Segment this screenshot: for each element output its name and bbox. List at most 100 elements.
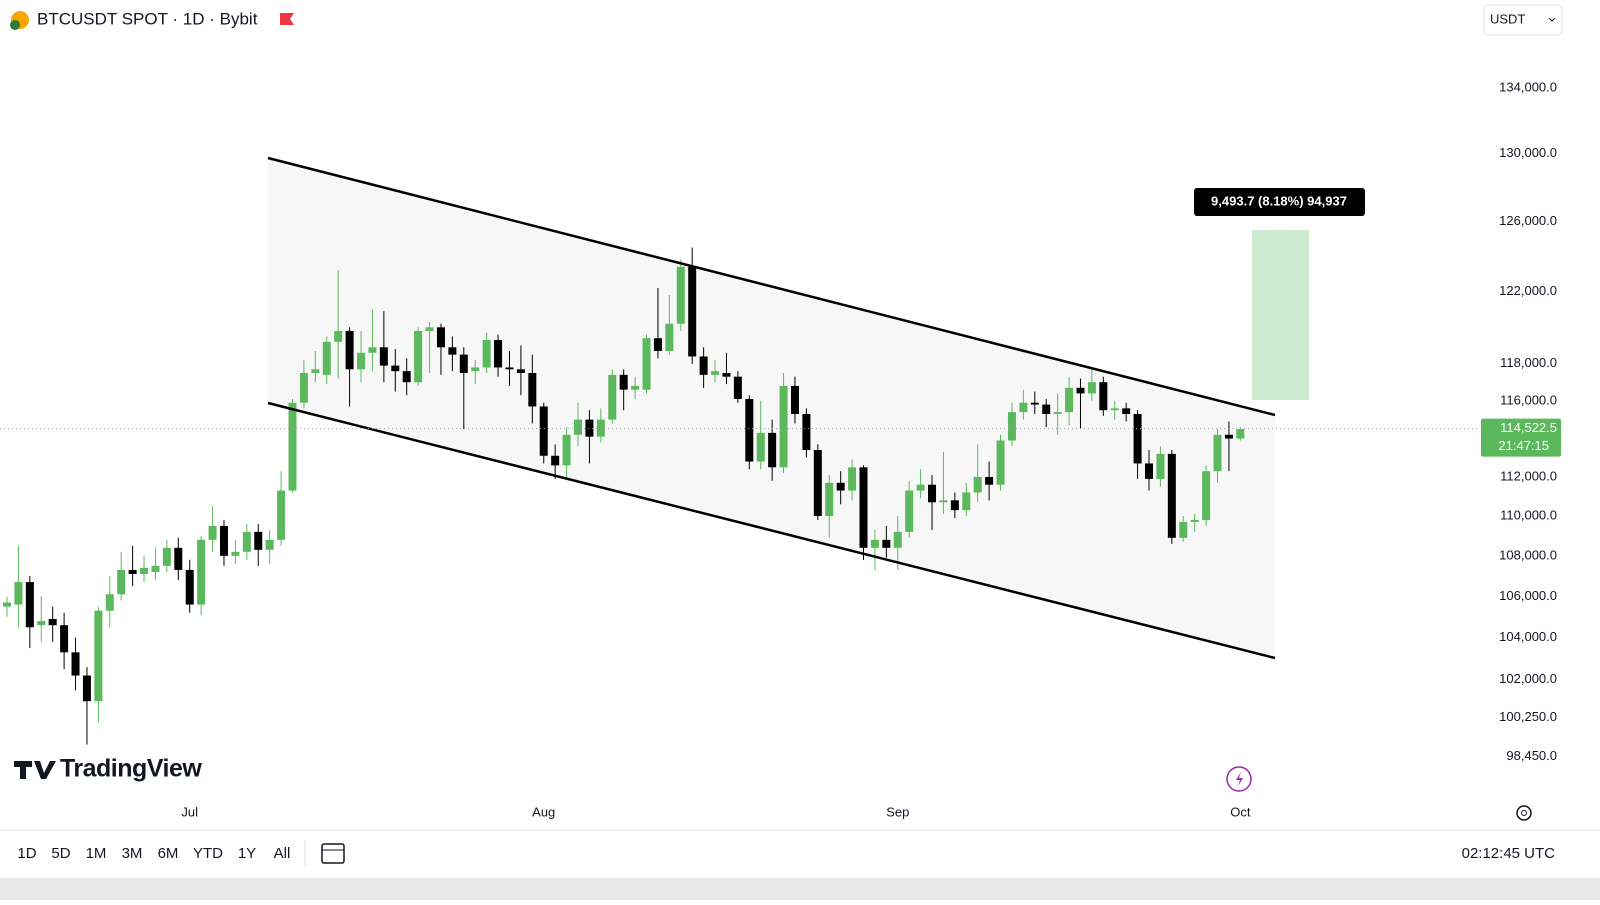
- range-button[interactable]: 1M: [86, 845, 107, 862]
- range-button[interactable]: YTD: [193, 845, 223, 862]
- lightning-bolt: [1236, 772, 1243, 786]
- candle-body: [985, 476, 994, 485]
- candle-body: [1133, 413, 1142, 464]
- candle-body: [471, 367, 480, 372]
- candle-body: [642, 338, 651, 390]
- candle-body: [1030, 402, 1039, 405]
- goto-date-icon[interactable]: [321, 843, 345, 864]
- candle-body: [162, 547, 171, 566]
- countdown: 21:47:15: [1498, 438, 1549, 453]
- candle-body: [1099, 382, 1108, 411]
- range-button[interactable]: 5D: [51, 845, 70, 862]
- clock[interactable]: 02:12:45 UTC: [1462, 845, 1556, 862]
- candle-body: [859, 467, 868, 548]
- candle-body: [516, 369, 525, 373]
- candle-body: [482, 340, 491, 368]
- candle-body: [973, 476, 982, 493]
- currency-select[interactable]: [1483, 4, 1563, 36]
- y-tick-label: 110,000.0: [1500, 507, 1557, 522]
- candle-body: [105, 594, 114, 611]
- candle-body: [48, 618, 57, 626]
- y-tick-label: 106,000.0: [1499, 588, 1557, 603]
- candle-body: [1156, 453, 1165, 479]
- candle-body: [1053, 412, 1062, 414]
- candle-body: [745, 398, 754, 462]
- y-tick-label: 126,000.0: [1499, 213, 1557, 228]
- range-button[interactable]: All: [274, 845, 291, 862]
- candle-body: [379, 347, 388, 366]
- channel-upper: [267, 156, 1276, 417]
- range-button[interactable]: 1Y: [238, 845, 256, 862]
- candle-body: [425, 327, 434, 331]
- candle-body: [37, 621, 46, 626]
- candle-body: [562, 434, 571, 466]
- candle-body: [619, 374, 628, 390]
- candle-body: [688, 266, 697, 357]
- candle-body: [551, 455, 560, 466]
- candle-body: [1145, 463, 1153, 479]
- candle-body: [277, 490, 286, 540]
- range-button[interactable]: 3M: [122, 845, 143, 862]
- candle-body: [71, 652, 80, 676]
- y-tick-label: 130,000.0: [1499, 145, 1557, 160]
- x-tick-label: Oct: [1230, 804, 1251, 819]
- range-button[interactable]: 6M: [158, 845, 179, 862]
- candle-body: [962, 492, 971, 511]
- measure-box: [1252, 230, 1309, 400]
- range-button[interactable]: 1D: [17, 845, 36, 862]
- candle-body: [1042, 404, 1051, 414]
- symbol-title: BTCUSDT SPOT · 1D · Bybit: [37, 9, 258, 28]
- last-price-label: 114,522.5: [1500, 420, 1557, 435]
- candle-body: [505, 367, 514, 370]
- candle-body: [733, 376, 742, 399]
- candle-body: [334, 330, 343, 342]
- candle-body: [494, 340, 503, 368]
- candle-body: [82, 675, 91, 702]
- candle-body: [391, 365, 400, 372]
- candle-body: [756, 432, 765, 462]
- candle-body: [414, 330, 423, 383]
- candle-body: [1019, 402, 1028, 413]
- candle-body: [265, 539, 274, 550]
- candle-body: [3, 602, 11, 607]
- settings-icon[interactable]: [1516, 805, 1532, 821]
- candle-body: [802, 413, 811, 451]
- plot-area: [3, 247, 1245, 745]
- candle-body: [1179, 521, 1188, 538]
- candle-body: [653, 338, 662, 351]
- candle-body: [299, 372, 308, 403]
- candle-body: [813, 450, 822, 517]
- candle-body: [790, 385, 799, 414]
- candle-body: [939, 500, 948, 503]
- x-tick-label: Sep: [886, 804, 909, 819]
- candle-body: [836, 482, 845, 491]
- candle-body: [402, 371, 411, 383]
- candle-body: [779, 385, 788, 468]
- candle-body: [665, 323, 674, 351]
- candle-body: [1122, 408, 1131, 414]
- candle-body: [893, 531, 902, 548]
- candle-body: [882, 539, 891, 548]
- candle-body: [1007, 412, 1016, 441]
- candle-body: [539, 406, 548, 456]
- candle-body: [722, 372, 731, 377]
- lightning-icon[interactable]: [1226, 766, 1252, 792]
- candle-body: [60, 625, 69, 653]
- y-tick-label: 116,000.0: [1500, 392, 1557, 407]
- candle-body: [14, 582, 23, 605]
- flag-icon[interactable]: [280, 13, 294, 25]
- candle-body: [345, 330, 354, 370]
- candle-body: [950, 500, 959, 511]
- candle-body: [368, 347, 377, 353]
- currency-label: USDT: [1490, 11, 1525, 26]
- candle-body: [436, 327, 445, 348]
- candle-body: [596, 419, 605, 437]
- channel-lower: [267, 401, 1276, 660]
- candle-body: [25, 582, 34, 628]
- candle-body: [151, 565, 160, 572]
- candle-body: [311, 369, 320, 373]
- bottom-strip: [0, 878, 1600, 900]
- candle-body: [928, 484, 937, 503]
- measure-label-bg: [1194, 188, 1365, 216]
